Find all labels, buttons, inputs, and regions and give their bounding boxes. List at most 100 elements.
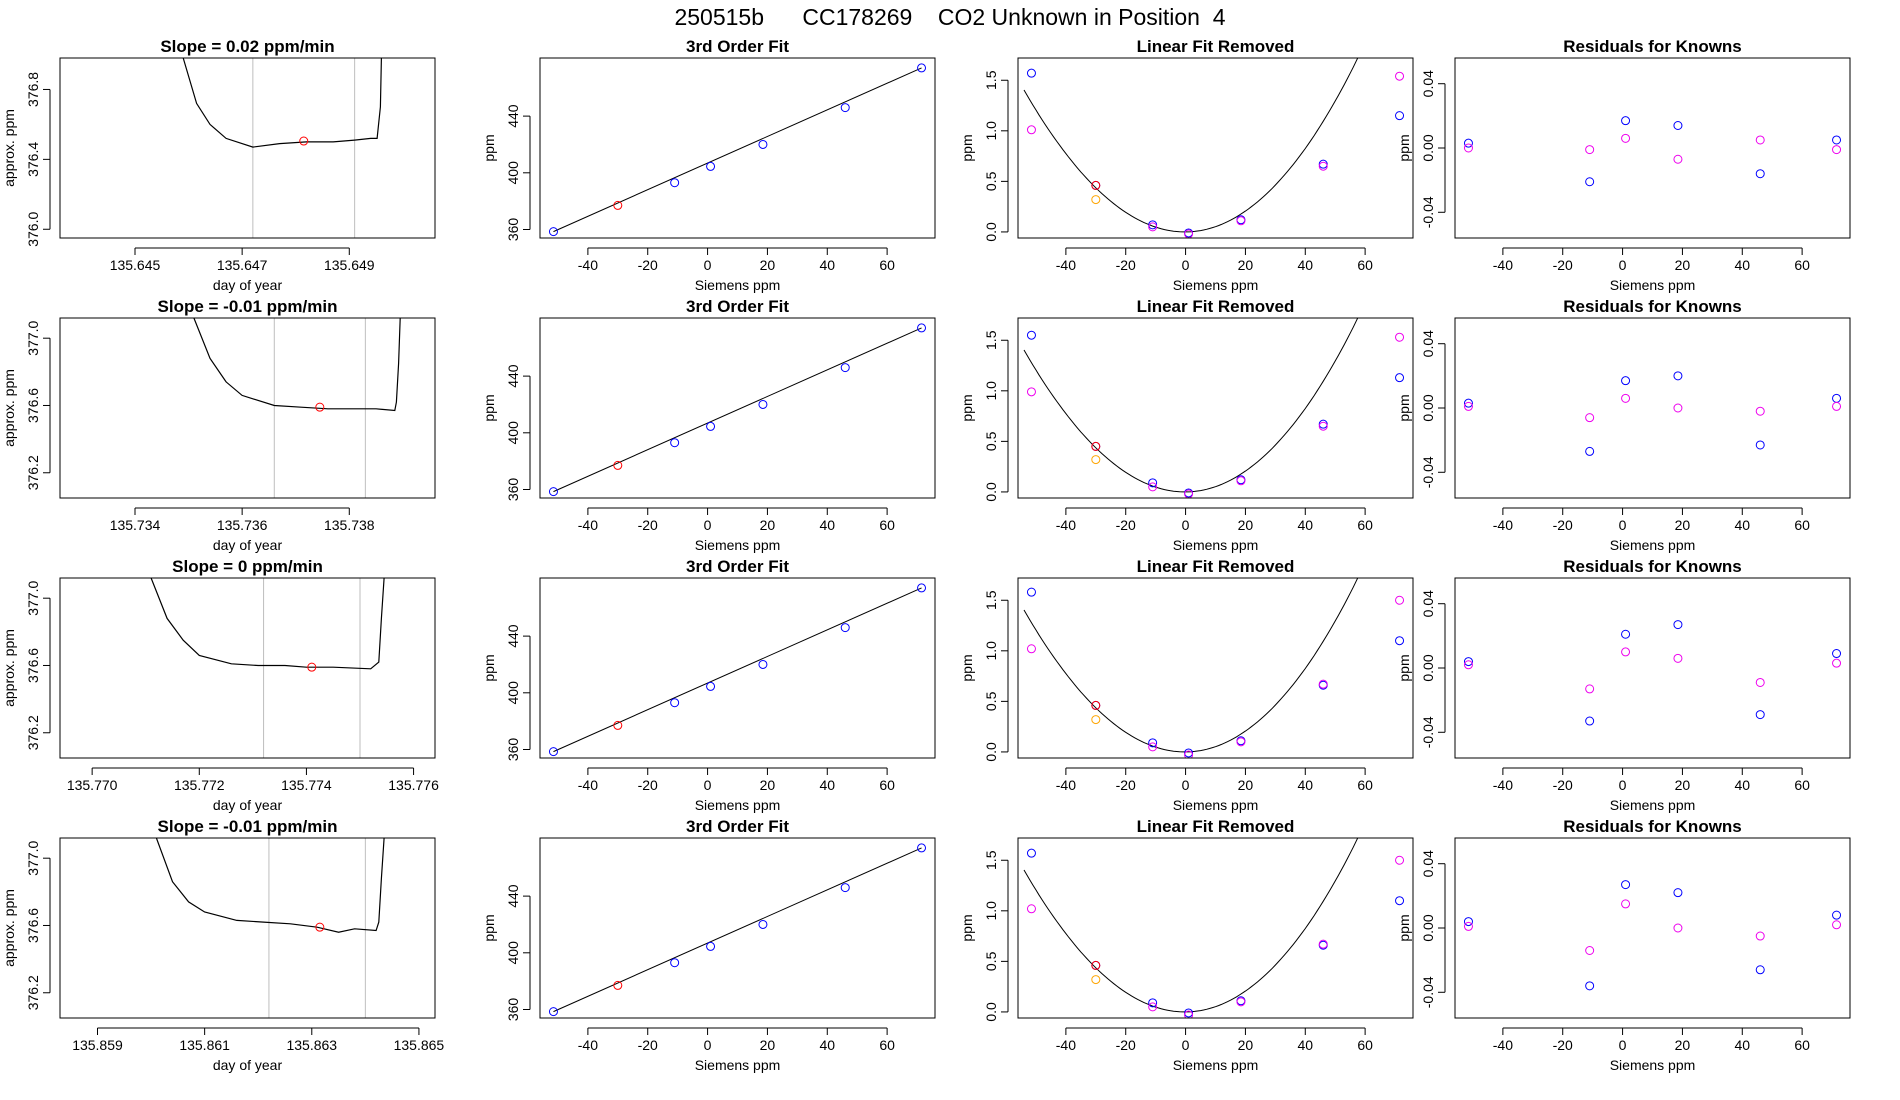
plot-frame bbox=[1017, 317, 1414, 499]
data-point bbox=[1463, 401, 1473, 411]
y-tick-label: 440 bbox=[505, 624, 521, 648]
data-point bbox=[1755, 710, 1765, 720]
x-axis-label: Siemens ppm bbox=[1173, 277, 1259, 293]
data-point bbox=[1184, 750, 1194, 758]
x-tick-label: 20 bbox=[1238, 257, 1254, 273]
y-tick-label: 360 bbox=[505, 218, 521, 242]
data-point bbox=[1621, 133, 1631, 143]
x-tick-label: -40 bbox=[1493, 777, 1513, 793]
data-point bbox=[1585, 145, 1595, 155]
known-point bbox=[917, 583, 927, 593]
data-point bbox=[1148, 482, 1158, 492]
data-point bbox=[1585, 446, 1595, 456]
data-point bbox=[1463, 917, 1473, 927]
panel-resid-r4: -40 -20 0 20 40 60 Siemens ppm -0.04 0.00 0.04 ppm… bbox=[1396, 817, 1851, 1073]
known-point bbox=[548, 747, 558, 757]
y-tick-label: 0.00 bbox=[1420, 394, 1436, 421]
data-point bbox=[1148, 1002, 1158, 1012]
data-point bbox=[1236, 216, 1246, 226]
data-point bbox=[1026, 587, 1036, 597]
y-tick-label: 376.2 bbox=[25, 975, 41, 1010]
y-tick-label: 0.04 bbox=[1420, 70, 1436, 97]
x-axis-label: Siemens ppm bbox=[1173, 797, 1259, 813]
x-tick-label: 20 bbox=[760, 777, 776, 793]
data-point bbox=[1621, 116, 1631, 126]
panel-time-r2: 135.734 135.736 135.738 day of year 376.2 376… bbox=[1, 297, 436, 553]
x-tick-label: 0 bbox=[704, 777, 712, 793]
x-axis-label: Siemens ppm bbox=[695, 277, 781, 293]
data-point bbox=[1755, 135, 1765, 145]
y-tick-label: 440 bbox=[505, 364, 521, 388]
data-point bbox=[1673, 403, 1683, 413]
y-axis-label: ppm bbox=[1396, 654, 1412, 681]
data-point bbox=[1091, 195, 1101, 205]
known-point bbox=[548, 227, 558, 237]
data-point bbox=[1026, 330, 1036, 340]
unknown-point bbox=[613, 980, 623, 990]
x-axis-label: Siemens ppm bbox=[1610, 537, 1696, 553]
x-tick-label: 135.770 bbox=[67, 777, 118, 793]
data-point bbox=[1026, 644, 1036, 654]
data-point bbox=[1755, 931, 1765, 941]
x-tick-label: 60 bbox=[1794, 257, 1810, 273]
x-tick-label: 0 bbox=[704, 1037, 712, 1053]
data-point bbox=[1236, 997, 1246, 1007]
data-point bbox=[1148, 998, 1158, 1008]
x-tick-label: -20 bbox=[1553, 517, 1573, 533]
known-point bbox=[670, 958, 680, 968]
x-tick-label: 135.734 bbox=[110, 517, 161, 533]
data-point bbox=[1755, 440, 1765, 450]
x-tick-label: 60 bbox=[879, 257, 895, 273]
unknown-point bbox=[613, 200, 623, 210]
known-point bbox=[917, 843, 927, 853]
x-tick-label: 20 bbox=[1238, 1037, 1254, 1053]
data-point bbox=[1463, 138, 1473, 148]
y-tick-label: 0.04 bbox=[1420, 330, 1436, 357]
panel-linear-r2: -40 -20 0 20 40 60 Siemens ppm 0.0 0.5 1.0 1.5 ppm L… bbox=[959, 297, 1414, 553]
data-point bbox=[1318, 679, 1328, 689]
known-point bbox=[917, 323, 927, 333]
x-tick-label: -20 bbox=[638, 777, 658, 793]
x-axis-label: Siemens ppm bbox=[695, 1057, 781, 1073]
fit-line bbox=[553, 847, 922, 1013]
x-tick-label: -40 bbox=[1493, 257, 1513, 273]
y-tick-label: 376.2 bbox=[25, 455, 41, 490]
x-tick-label: 135.859 bbox=[72, 1037, 123, 1053]
plot-frame bbox=[1017, 837, 1414, 1019]
data-point bbox=[1673, 620, 1683, 630]
y-tick-label: 1.0 bbox=[983, 121, 999, 141]
y-axis-label: approx. ppm bbox=[1, 629, 17, 707]
data-point bbox=[1026, 125, 1036, 135]
data-point bbox=[1318, 419, 1328, 429]
x-axis-label: day of year bbox=[213, 277, 283, 293]
known-point bbox=[706, 161, 716, 171]
unknown-point bbox=[613, 720, 623, 730]
fit-curve bbox=[1023, 318, 1359, 493]
x-tick-label: 135.865 bbox=[394, 1037, 445, 1053]
x-tick-label: 20 bbox=[1675, 257, 1691, 273]
plot-area bbox=[193, 318, 401, 412]
x-tick-label: 0 bbox=[1619, 1037, 1627, 1053]
panel-title: 3rd Order Fit bbox=[686, 817, 789, 836]
panel-fit-r4: -40 -20 0 20 40 60 Siemens ppm 360 400 440 ppm 3rd … bbox=[481, 817, 936, 1073]
x-tick-label: 60 bbox=[1794, 1037, 1810, 1053]
data-point bbox=[1148, 222, 1158, 232]
data-point bbox=[1318, 159, 1328, 169]
data-point bbox=[1026, 68, 1036, 78]
panel-resid-r3: -40 -20 0 20 40 60 Siemens ppm -0.04 0.00 0.04 ppm… bbox=[1396, 557, 1851, 813]
data-point bbox=[1148, 478, 1158, 488]
data-point bbox=[1755, 677, 1765, 687]
data-point bbox=[1463, 921, 1473, 931]
trace-line bbox=[182, 58, 382, 148]
x-axis-label: Siemens ppm bbox=[1610, 277, 1696, 293]
plot-area bbox=[1023, 578, 1405, 758]
data-point bbox=[1621, 647, 1631, 657]
x-tick-label: 0 bbox=[1182, 517, 1190, 533]
x-tick-label: 40 bbox=[1734, 257, 1750, 273]
plot-area bbox=[150, 578, 385, 672]
y-axis-label: approx. ppm bbox=[1, 109, 17, 187]
known-point bbox=[758, 139, 768, 149]
y-tick-label: -0.04 bbox=[1420, 456, 1436, 488]
panel-fit-r2: -40 -20 0 20 40 60 Siemens ppm 360 400 440 ppm 3rd … bbox=[481, 297, 936, 553]
x-tick-label: 60 bbox=[879, 1037, 895, 1053]
